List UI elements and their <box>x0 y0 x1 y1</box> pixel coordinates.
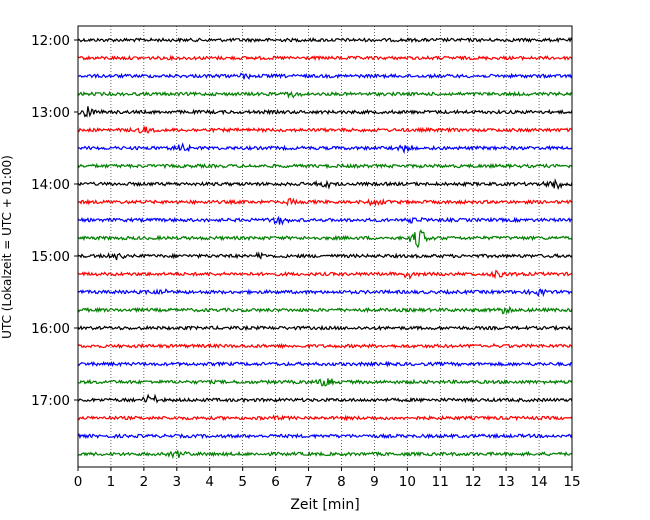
trace-1515 <box>77 269 573 281</box>
trace-1200 <box>77 37 573 44</box>
x-tick-label: 14 <box>530 474 547 490</box>
y-tick-label: 16:00 <box>31 321 70 337</box>
trace-1730 <box>77 432 573 440</box>
trace-1415 <box>77 197 573 207</box>
x-tick-label: 15 <box>563 474 580 490</box>
x-tick-label: 0 <box>74 474 83 490</box>
x-tick-label: 9 <box>370 474 379 490</box>
x-tick-label: 10 <box>399 474 416 490</box>
x-tick-label: 4 <box>205 474 214 490</box>
x-tick-label: 13 <box>498 474 515 490</box>
trace-1500 <box>77 251 573 261</box>
plot-frame <box>77 25 573 468</box>
x-tick-label: 2 <box>140 474 149 490</box>
trace-1615 <box>77 342 573 350</box>
y-tick-label: 14:00 <box>31 177 70 193</box>
trace-1430 <box>77 215 573 226</box>
x-tick-label: 1 <box>107 474 116 490</box>
trace-1230 <box>77 72 573 80</box>
trace-1745 <box>77 450 573 460</box>
y-tick-label: 13:00 <box>31 105 70 121</box>
x-tick-label: 3 <box>173 474 182 490</box>
trace-1445 <box>77 229 573 249</box>
trace-1630 <box>77 360 573 368</box>
trace-1645 <box>77 378 573 387</box>
trace-1315 <box>77 126 573 134</box>
trace-1215 <box>77 54 573 62</box>
y-axis-ticks: 12:00 13:00 14:00 15:00 16:00 17:00 <box>31 33 78 409</box>
trace-1530 <box>77 288 573 298</box>
x-tick-label: 11 <box>432 474 449 490</box>
trace-1700 <box>77 393 573 404</box>
y-tick-label: 15:00 <box>31 249 70 265</box>
trace-1545 <box>77 305 573 315</box>
x-tick-label: 6 <box>271 474 280 490</box>
y-tick-label: 12:00 <box>31 33 70 49</box>
x-tick-label: 12 <box>465 474 482 490</box>
trace-1400 <box>77 178 573 191</box>
y-axis-label: UTC (Lokalzeit = UTC + 01:00) <box>0 155 14 339</box>
trace-1345 <box>77 162 573 170</box>
x-axis-ticks: 0 1 2 3 4 5 6 7 8 9 10 11 12 13 14 15 <box>74 467 581 490</box>
y-tick-label: 17:00 <box>31 393 70 409</box>
trace-1715 <box>77 414 573 422</box>
x-tick-label: 5 <box>238 474 247 490</box>
trace-1300 <box>77 106 573 118</box>
x-tick-label: 7 <box>304 474 313 490</box>
seismic-traces <box>77 37 573 460</box>
x-axis-label: Zeit [min] <box>290 497 359 513</box>
trace-1330 <box>77 142 573 155</box>
trace-1600 <box>77 324 573 332</box>
trace-1245 <box>77 90 573 99</box>
x-tick-label: 8 <box>337 474 346 490</box>
